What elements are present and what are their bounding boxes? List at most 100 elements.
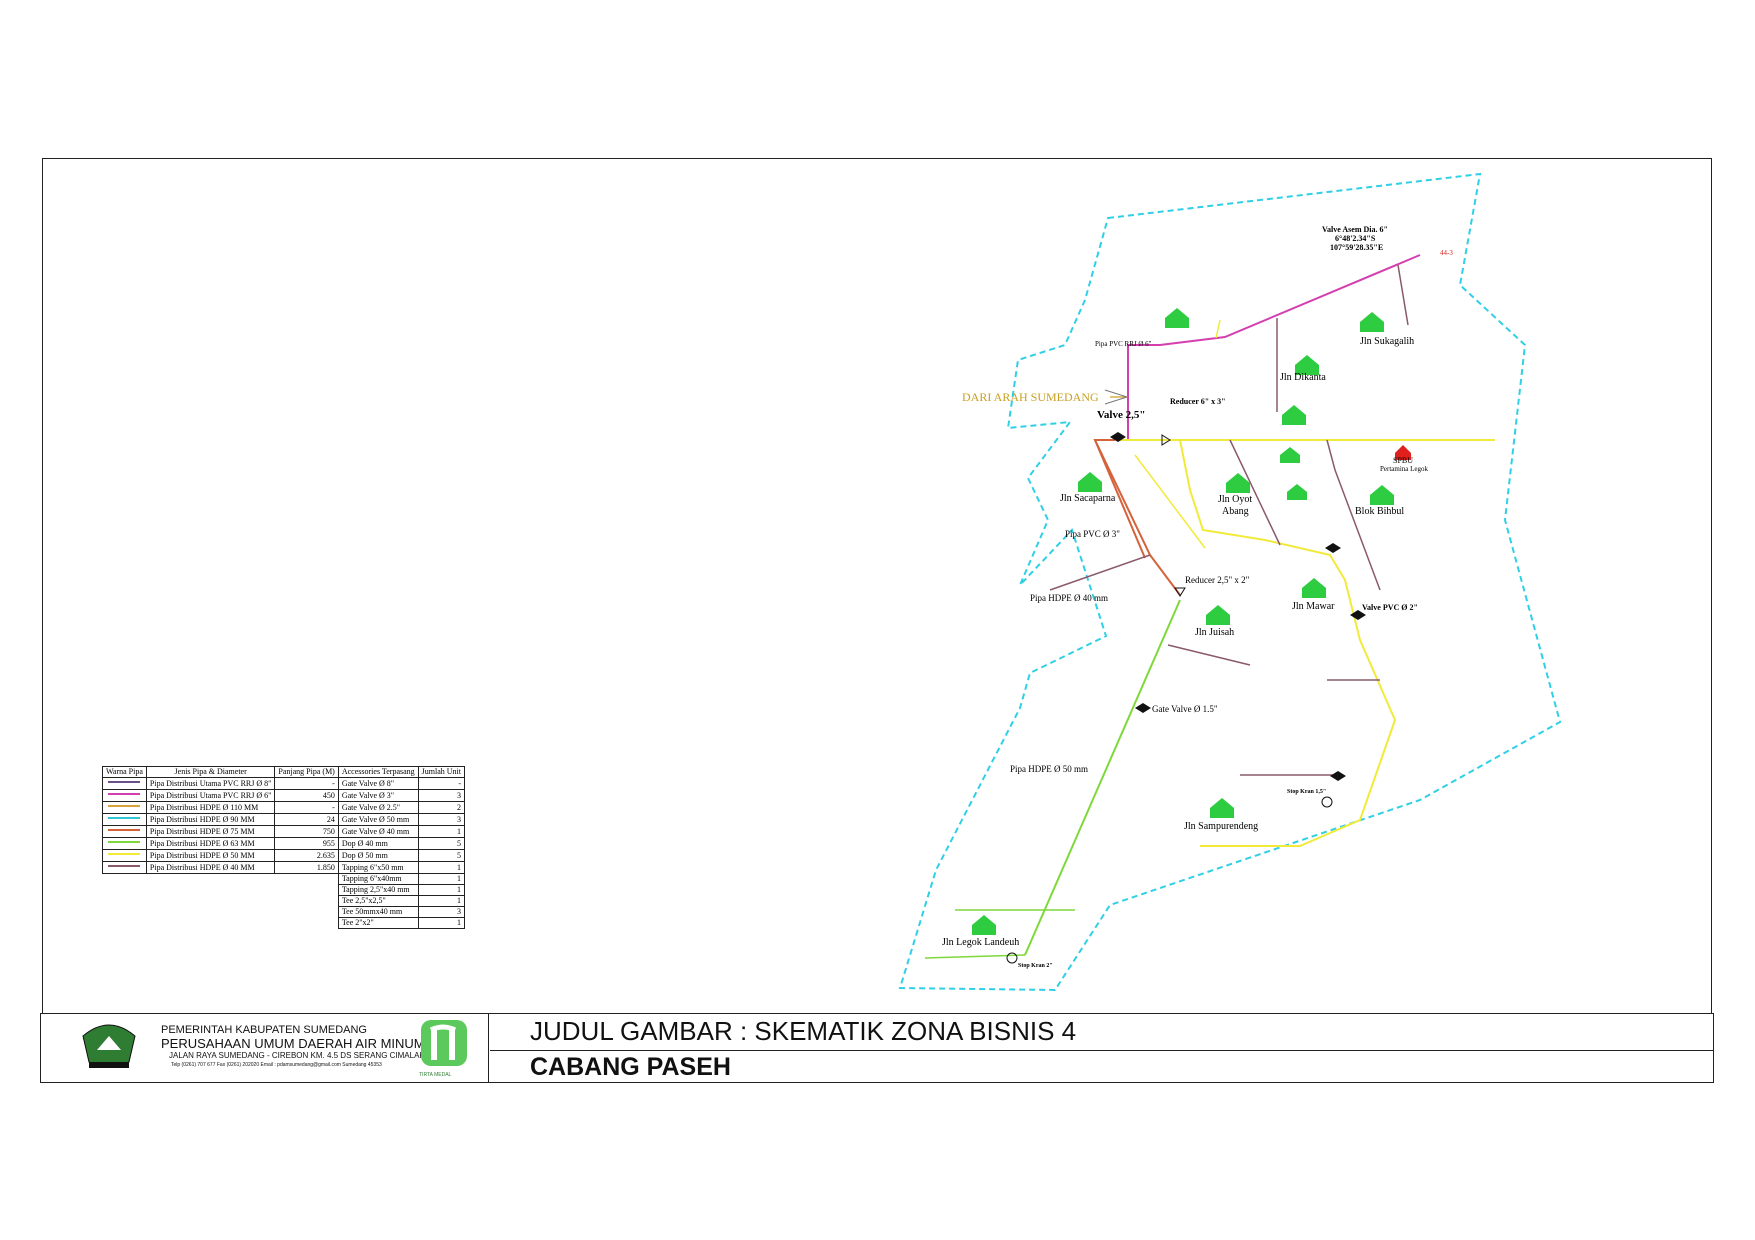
label-jln-sukagalih: Jln Sukagalih bbox=[1360, 336, 1414, 347]
pipe-oyot-abang bbox=[1179, 439, 1397, 847]
legend-acc: Tee 2,5"x2,5" bbox=[337, 895, 419, 907]
legend-jenis: Pipa Distribusi Utama PVC RRJ Ø 6" bbox=[145, 789, 276, 802]
legend-jumlah: 1 bbox=[417, 895, 466, 907]
legend-row: Pipa Distribusi HDPE Ø 50 MM 2.635 Dop Ø 5… bbox=[102, 849, 466, 862]
pipe-oyot-branch bbox=[1229, 439, 1281, 546]
brand-name: TIRTA MEDAL bbox=[419, 1072, 452, 1078]
pipe-hdpe-75 bbox=[1093, 439, 1181, 596]
legend-color-swatch bbox=[102, 849, 147, 862]
legend-panjang: 450 bbox=[274, 789, 339, 802]
legend-jenis: Pipa Distribusi HDPE Ø 90 MM bbox=[145, 813, 276, 826]
pipe-bihbul bbox=[1326, 439, 1381, 591]
legend-acc: Dop Ø 40 mm bbox=[337, 837, 419, 850]
legend-row-extra: Tee 2"x2" 1 bbox=[103, 917, 466, 929]
legend-jumlah: 3 bbox=[417, 789, 466, 802]
legend-jenis: Pipa Distribusi HDPE Ø 110 MM bbox=[145, 801, 276, 814]
legend-jenis: Pipa Distribusi HDPE Ø 40 MM bbox=[145, 861, 276, 874]
legend-row: Pipa Distribusi HDPE Ø 40 MM 1.850 Tapping… bbox=[102, 861, 466, 874]
legend-panjang: 1.850 bbox=[274, 861, 339, 874]
label-valve-25: Valve 2,5" bbox=[1097, 409, 1145, 421]
branch-row: CABANG PASEH bbox=[490, 1050, 1713, 1082]
legend-acc: Tapping 6"x40mm bbox=[337, 873, 419, 885]
legend-jumlah: 5 bbox=[417, 849, 466, 862]
label-stop-kran-2: Stop Kran 2" bbox=[1018, 963, 1053, 969]
company-name: PERUSAHAAN UMUM DAERAH AIR MINUM bbox=[161, 1036, 425, 1051]
legend-row-extra: Tapping 6"x40mm 1 bbox=[103, 873, 466, 885]
branch-name: CABANG PASEH bbox=[530, 1053, 731, 1081]
label-reducer-6-3: Reducer 6" x 3" bbox=[1170, 397, 1226, 406]
legend-jumlah: - bbox=[417, 777, 466, 790]
legend-row: Pipa Distribusi HDPE Ø 90 MM 24 Gate Valve… bbox=[102, 813, 466, 826]
legend-jumlah: 3 bbox=[417, 906, 466, 918]
legend-row-extra: Tee 2,5"x2,5" 1 bbox=[103, 895, 466, 907]
label-pipa-pvc-rrj-6: Pipa PVC RRJ Ø 6" bbox=[1095, 340, 1152, 348]
legend-jenis: Pipa Distribusi HDPE Ø 75 MM bbox=[145, 825, 276, 838]
source-arrow-icon bbox=[1104, 389, 1129, 405]
pipe-legend-table: Warna Pipa Jenis Pipa & Diameter Panjang… bbox=[102, 766, 466, 929]
house-icons bbox=[972, 308, 1394, 935]
label-jln-sampurendeng: Jln Sampurendeng bbox=[1184, 821, 1258, 832]
pipe-pvc-3 bbox=[1094, 439, 1146, 559]
legend-color-swatch bbox=[102, 837, 147, 850]
label-valve-asem-lat: 6°48'2.34"S bbox=[1335, 234, 1376, 243]
label-blok-bihbul: Blok Bihbul bbox=[1355, 506, 1404, 517]
legend-panjang: 24 bbox=[274, 813, 339, 826]
legend-acc: Tapping 2,5"x40 mm bbox=[337, 884, 419, 896]
legend-acc: Gate Valve Ø 50 mm bbox=[337, 813, 419, 826]
legend-panjang: - bbox=[274, 777, 339, 790]
legend-row: Pipa Distribusi HDPE Ø 63 MM 955 Dop Ø 40 … bbox=[102, 837, 466, 850]
label-jln-juisah: Jln Juisah bbox=[1195, 627, 1234, 638]
label-valve-pvc-2: Valve PVC Ø 2" bbox=[1362, 603, 1418, 612]
legend-acc: Tapping 6"x50 mm bbox=[337, 861, 419, 874]
legend-acc: Gate Valve Ø 3" bbox=[337, 789, 419, 802]
legend-panjang: 2.635 bbox=[274, 849, 339, 862]
legend-color-swatch bbox=[102, 825, 147, 838]
label-reducer-25-2: Reducer 2,5" x 2" bbox=[1185, 575, 1250, 585]
legend-header-jumlah: Jumlah Unit bbox=[417, 766, 466, 778]
label-spbu: SPBU bbox=[1393, 456, 1413, 465]
valve-symbols bbox=[1006, 432, 1366, 964]
pipe-tap-sukagalih bbox=[1397, 264, 1409, 326]
source-label: DARI ARAH SUMEDANG bbox=[962, 390, 1099, 404]
legend-row: Pipa Distribusi HDPE Ø 110 MM - Gate Valve… bbox=[102, 801, 466, 814]
legend-header-jenis: Jenis Pipa & Diameter bbox=[145, 766, 276, 778]
title-block: PEMERINTAH KABUPATEN SUMEDANG PERUSAHAAN… bbox=[40, 1013, 1714, 1083]
legend-acc: Gate Valve Ø 2.5" bbox=[337, 801, 419, 814]
legend-acc: Tee 50mmx40 mm bbox=[337, 906, 419, 918]
label-gate-valve-15: Gate Valve Ø 1.5" bbox=[1152, 704, 1218, 714]
legend-jumlah: 1 bbox=[417, 861, 466, 874]
label-pipa-hdpe-50: Pipa HDPE Ø 50 mm bbox=[1010, 764, 1088, 774]
label-jln-mawar: Jln Mawar bbox=[1292, 601, 1335, 612]
legend-jumlah: 2 bbox=[417, 801, 466, 814]
pipe-pvc-rrj-6 bbox=[1127, 254, 1421, 440]
label-jln-oyot-abang: Jln Oyot bbox=[1218, 494, 1252, 505]
legend-row: Pipa Distribusi HDPE Ø 75 MM 750 Gate Valv… bbox=[102, 825, 466, 838]
legend-jumlah: 1 bbox=[417, 884, 466, 896]
sumedang-emblem-icon bbox=[82, 1024, 136, 1068]
pipe-tap-fuk bbox=[1215, 319, 1221, 339]
legend-color-swatch bbox=[102, 777, 147, 790]
label-id-code: 44-3 bbox=[1440, 249, 1453, 257]
pipe-hdpe-50-south bbox=[1134, 454, 1206, 549]
legend-row: Pipa Distribusi Utama PVC RRJ Ø 8" - Gate … bbox=[102, 777, 466, 790]
legend-jumlah: 1 bbox=[417, 917, 466, 929]
legend-header-panjang: Panjang Pipa (M) bbox=[274, 766, 339, 778]
legend-color-swatch bbox=[102, 801, 147, 814]
label-stop-kran-15: Stop Kran 1,5" bbox=[1287, 789, 1326, 795]
tirta-medal-logo-icon bbox=[421, 1020, 467, 1066]
legend-jenis: Pipa Distribusi HDPE Ø 63 MM bbox=[145, 837, 276, 850]
institution-block: PEMERINTAH KABUPATEN SUMEDANG PERUSAHAAN… bbox=[41, 1014, 489, 1082]
label-jln-legok-landeuh: Jln Legok Landeuh bbox=[942, 937, 1019, 948]
label-pipa-pvc-3: Pipa PVC Ø 3" bbox=[1065, 529, 1120, 539]
legend-row: Pipa Distribusi Utama PVC RRJ Ø 6" 450 Gat… bbox=[102, 789, 466, 802]
legend-row-extra: Tapping 2,5"x40 mm 1 bbox=[103, 884, 466, 896]
pipe-hdpe-63 bbox=[1024, 599, 1181, 956]
label-jln-oyot-abang-2: Abang bbox=[1222, 506, 1249, 517]
gov-name: PEMERINTAH KABUPATEN SUMEDANG bbox=[161, 1024, 367, 1036]
legend-jenis: Pipa Distribusi Utama PVC RRJ Ø 8" bbox=[145, 777, 276, 790]
legend-acc: Dop Ø 50 mm bbox=[337, 849, 419, 862]
legend-jumlah: 1 bbox=[417, 825, 466, 838]
legend-header-warna: Warna Pipa bbox=[102, 766, 147, 778]
pipe-hdpe-40-west bbox=[1049, 554, 1151, 591]
